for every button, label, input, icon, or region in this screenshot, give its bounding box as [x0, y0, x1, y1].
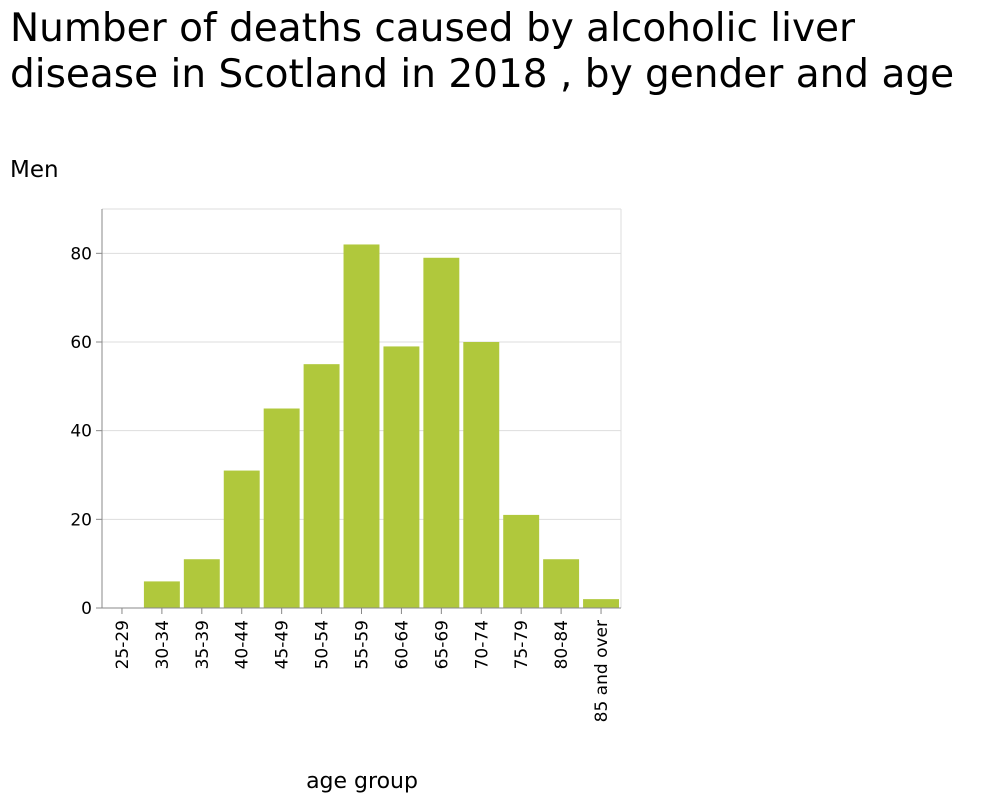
chart-title: Number of deaths caused by alcoholic liv…	[10, 6, 955, 97]
x-tick-label-25-29: 25-29	[113, 620, 133, 669]
y-tick-label-80: 80	[70, 244, 92, 264]
x-axis-title: age group	[306, 769, 418, 794]
x-tick-label-70-74: 70-74	[472, 620, 492, 669]
bar-70-74	[463, 342, 500, 608]
y-tick-label-60: 60	[70, 333, 92, 353]
y-tick-label-40: 40	[70, 422, 92, 442]
bar-60-64	[383, 346, 420, 608]
bar-45-49	[263, 408, 300, 608]
bar-55-59	[343, 244, 380, 608]
bar-80-84	[543, 559, 580, 608]
x-tick-label-55-59: 55-59	[353, 620, 373, 669]
y-tick-label-20: 20	[70, 510, 92, 530]
bars	[143, 244, 620, 608]
axes	[96, 209, 621, 614]
tick-labels: 0 20 40 60 80 25-29 30-34 35-39 40-44 45-49 50-54 5…	[70, 244, 612, 722]
bar-65-69	[423, 257, 460, 608]
x-tick-label-50-54: 50-54	[313, 620, 333, 669]
x-tick-label-85-and-over: 85 and over	[592, 620, 612, 722]
bar-50-54	[303, 364, 340, 608]
x-tick-label-45-49: 45-49	[273, 620, 293, 669]
x-tick-label-75-79: 75-79	[512, 620, 532, 669]
x-tick-label-65-69: 65-69	[432, 620, 452, 669]
y-tick-label-0: 0	[81, 599, 92, 619]
x-tick-label-80-84: 80-84	[552, 620, 572, 669]
chart-subtitle: Men	[10, 157, 59, 183]
x-tick-label-35-39: 35-39	[193, 620, 213, 669]
bar-40-44	[223, 470, 260, 608]
x-tick-label-60-64: 60-64	[392, 620, 412, 669]
bar-75-79	[503, 514, 540, 608]
x-tick-label-40-44: 40-44	[233, 620, 253, 669]
bar-30-34	[143, 581, 180, 608]
bar-35-39	[183, 559, 220, 608]
x-tick-label-30-34: 30-34	[153, 620, 173, 669]
bar-85-and-over	[583, 599, 620, 608]
